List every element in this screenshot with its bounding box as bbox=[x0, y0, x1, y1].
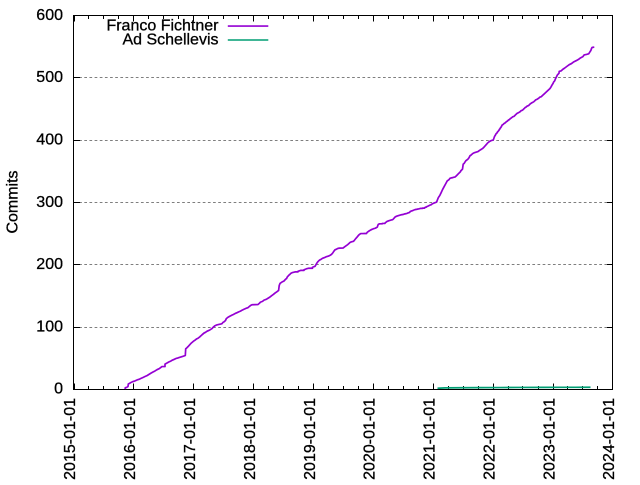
svg-text:500: 500 bbox=[36, 69, 63, 86]
svg-text:0: 0 bbox=[54, 381, 63, 398]
svg-text:Franco Fichtner: Franco Fichtner bbox=[106, 18, 219, 35]
svg-text:Commits: Commits bbox=[5, 170, 22, 233]
svg-text:2022-01-01: 2022-01-01 bbox=[482, 398, 499, 480]
svg-text:2021-01-01: 2021-01-01 bbox=[422, 398, 439, 480]
svg-text:2019-01-01: 2019-01-01 bbox=[302, 398, 319, 480]
svg-text:100: 100 bbox=[36, 318, 63, 335]
svg-text:300: 300 bbox=[36, 194, 63, 211]
svg-text:2016-01-01: 2016-01-01 bbox=[122, 398, 139, 480]
svg-text:2015-01-01: 2015-01-01 bbox=[62, 398, 79, 480]
svg-text:Ad Schellevis: Ad Schellevis bbox=[122, 32, 218, 49]
svg-text:400: 400 bbox=[36, 132, 63, 149]
svg-text:600: 600 bbox=[36, 7, 63, 24]
svg-text:200: 200 bbox=[36, 256, 63, 273]
svg-text:2018-01-01: 2018-01-01 bbox=[242, 398, 259, 480]
svg-text:2017-01-01: 2017-01-01 bbox=[182, 398, 199, 480]
svg-text:2024-01-01: 2024-01-01 bbox=[601, 398, 618, 480]
svg-text:2023-01-01: 2023-01-01 bbox=[541, 398, 558, 480]
svg-text:2020-01-01: 2020-01-01 bbox=[362, 398, 379, 480]
